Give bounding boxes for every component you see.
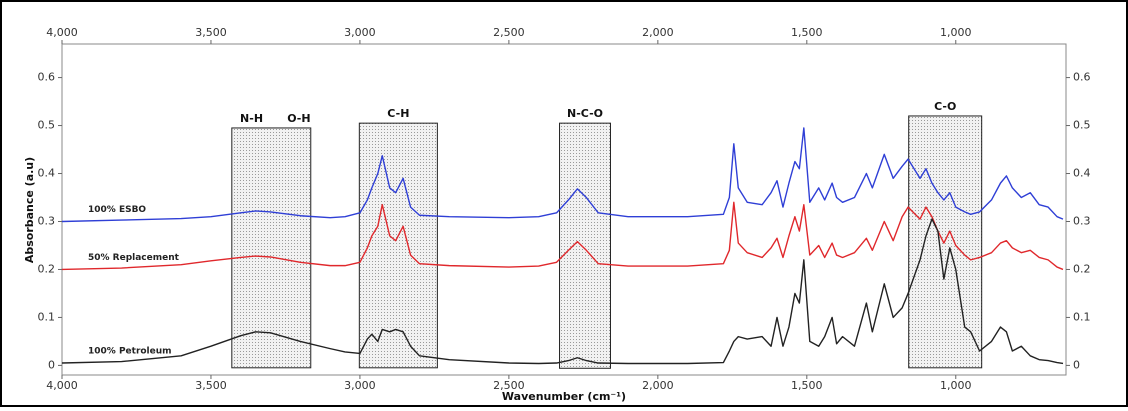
- x-tick-label-top: 2,500: [493, 26, 525, 39]
- x-tick-label-top: 1,500: [791, 26, 823, 39]
- x-tick-label-top: 3,000: [344, 26, 376, 39]
- y-tick-label: 0: [48, 358, 55, 371]
- series-line: [61, 218, 1064, 365]
- plot-area: [61, 43, 1067, 376]
- series-label: 100% ESBO: [88, 205, 146, 215]
- y-tick-label-right: 0.6: [1073, 71, 1091, 84]
- x-axis-label: Wavenumber (cm⁻¹): [502, 390, 626, 403]
- region-box: [231, 127, 312, 369]
- x-tick-label: 2,500: [493, 379, 525, 392]
- y-tick-label-right: 0.4: [1073, 167, 1091, 180]
- series-line: [61, 201, 1064, 271]
- x-tick-label: 1,000: [940, 379, 972, 392]
- x-tick-label: 4,000: [46, 379, 78, 392]
- region-box: [358, 122, 438, 369]
- x-tick-label-top: 2,000: [642, 26, 674, 39]
- x-tick-label: 3,000: [344, 379, 376, 392]
- y-tick-label-right: 0.1: [1073, 310, 1091, 323]
- region-label: C-O: [934, 100, 956, 113]
- x-tick-label-top: 1,000: [940, 26, 972, 39]
- x-tick-label: 2,000: [642, 379, 674, 392]
- y-tick-label-right: 0.2: [1073, 262, 1091, 275]
- y-axis-label: Absorbance (a.u): [23, 157, 36, 263]
- x-tick-label-top: 4,000: [46, 26, 78, 39]
- y-tick-label-right: 0.3: [1073, 214, 1091, 227]
- region-label: N-C-O: [567, 107, 603, 120]
- y-tick-label: 0.3: [38, 214, 56, 227]
- region-box: [559, 122, 611, 369]
- region-label: N-H: [240, 112, 263, 125]
- x-tick-label-top: 3,500: [195, 26, 227, 39]
- y-tick-label: 0.1: [38, 310, 56, 323]
- x-tick-label: 1,500: [791, 379, 823, 392]
- series-label: 50% Replacement: [88, 253, 180, 263]
- y-tick-label-right: 0.5: [1073, 119, 1091, 132]
- y-tick-label: 0.5: [38, 119, 56, 132]
- y-tick-label-right: 0: [1073, 358, 1080, 371]
- region-label: C-H: [387, 107, 409, 120]
- series-line: [61, 127, 1064, 223]
- region-label: O-H: [287, 112, 310, 125]
- y-tick-label: 0.2: [38, 262, 56, 275]
- y-tick-label: 0.4: [38, 167, 56, 180]
- y-tick-label: 0.6: [38, 71, 56, 84]
- x-tick-label: 3,500: [195, 379, 227, 392]
- series-label: 100% Petroleum: [88, 347, 172, 357]
